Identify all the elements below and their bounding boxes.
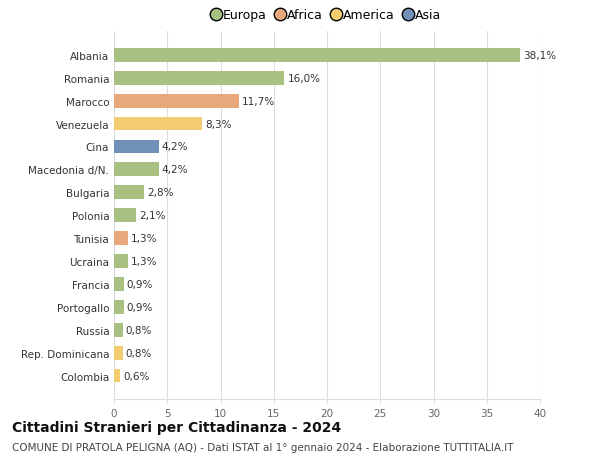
- Text: 2,8%: 2,8%: [147, 188, 173, 198]
- Text: 38,1%: 38,1%: [523, 50, 556, 61]
- Bar: [114, 323, 122, 337]
- Text: 0,8%: 0,8%: [126, 348, 152, 358]
- Text: COMUNE DI PRATOLA PELIGNA (AQ) - Dati ISTAT al 1° gennaio 2024 - Elaborazione TU: COMUNE DI PRATOLA PELIGNA (AQ) - Dati IS…: [12, 442, 514, 452]
- Bar: [114, 163, 159, 177]
- Text: 4,2%: 4,2%: [162, 142, 188, 152]
- Bar: [114, 232, 128, 246]
- Bar: [114, 255, 128, 269]
- Text: 11,7%: 11,7%: [242, 96, 275, 106]
- Bar: [114, 118, 202, 131]
- Bar: [114, 346, 122, 360]
- Text: 4,2%: 4,2%: [162, 165, 188, 175]
- Legend: Europa, Africa, America, Asia: Europa, Africa, America, Asia: [213, 9, 441, 22]
- Text: Cittadini Stranieri per Cittadinanza - 2024: Cittadini Stranieri per Cittadinanza - 2…: [12, 420, 341, 434]
- Text: 1,3%: 1,3%: [131, 234, 158, 244]
- Bar: [114, 300, 124, 314]
- Bar: [114, 369, 121, 383]
- Text: 0,9%: 0,9%: [127, 280, 153, 289]
- Bar: [114, 209, 136, 223]
- Bar: [114, 49, 520, 62]
- Bar: [114, 186, 144, 200]
- Text: 2,1%: 2,1%: [140, 211, 166, 221]
- Bar: [114, 95, 239, 108]
- Bar: [114, 72, 284, 85]
- Bar: [114, 277, 124, 291]
- Text: 16,0%: 16,0%: [287, 73, 320, 84]
- Text: 0,8%: 0,8%: [126, 325, 152, 335]
- Text: 1,3%: 1,3%: [131, 257, 158, 266]
- Text: 0,6%: 0,6%: [124, 371, 150, 381]
- Text: 0,9%: 0,9%: [127, 302, 153, 312]
- Text: 8,3%: 8,3%: [206, 119, 232, 129]
- Bar: [114, 140, 159, 154]
